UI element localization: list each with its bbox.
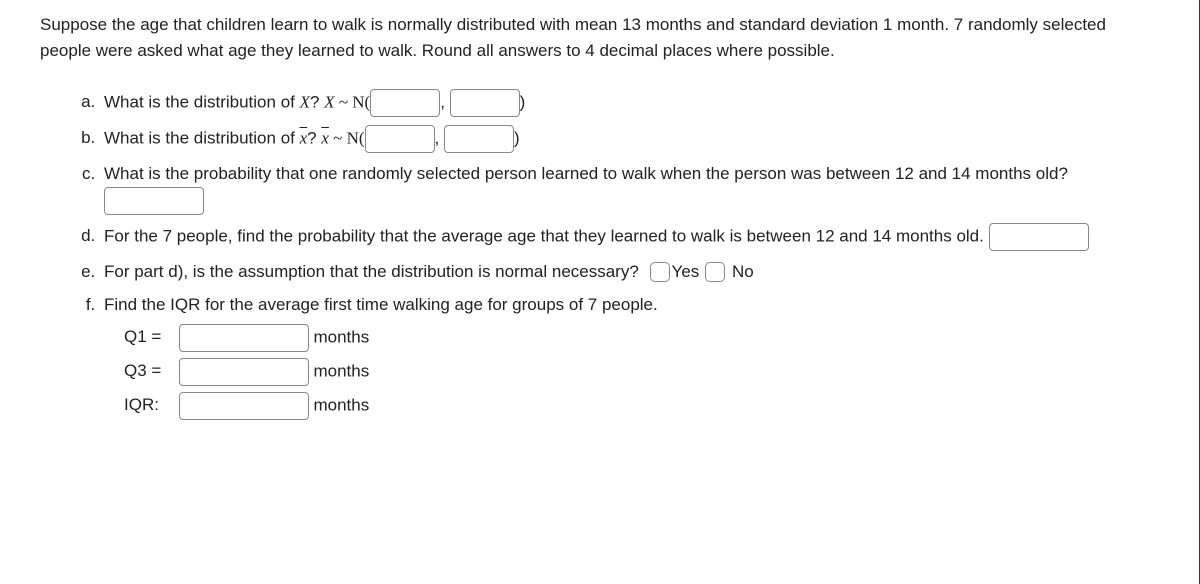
qb-text-pre: What is the distribution of xyxy=(104,128,300,147)
qa-comma: , xyxy=(440,92,445,111)
qa-var-x: X xyxy=(300,92,310,111)
q3-input[interactable] xyxy=(179,358,309,386)
qa-close: ) xyxy=(520,92,526,111)
qe-yes-checkbox[interactable] xyxy=(650,262,670,282)
qb-close: ) xyxy=(514,128,520,147)
qb-var-xbar: x xyxy=(300,128,308,147)
qb-sd-input[interactable] xyxy=(444,125,514,153)
qe-no-checkbox[interactable] xyxy=(705,262,725,282)
qc-text: What is the probability that one randoml… xyxy=(104,164,1068,183)
qc-input[interactable] xyxy=(104,187,204,215)
qa-sd-input[interactable] xyxy=(450,89,520,117)
qb-dist: ~ N( xyxy=(329,128,365,147)
qe-text: For part d), is the assumption that the … xyxy=(104,262,639,281)
question-c: What is the probability that one randoml… xyxy=(100,161,1159,215)
q3-unit: months xyxy=(313,361,369,380)
question-f: Find the IQR for the average first time … xyxy=(100,292,1159,420)
qf-text: Find the IQR for the average first time … xyxy=(104,295,658,314)
question-e: For part d), is the assumption that the … xyxy=(100,259,1159,285)
question-d: For the 7 people, find the probability t… xyxy=(100,223,1159,251)
iqr-input[interactable] xyxy=(179,392,309,420)
problem-intro: Suppose the age that children learn to w… xyxy=(40,12,1159,63)
qe-yes-label: Yes xyxy=(672,262,700,281)
q1-input[interactable] xyxy=(179,324,309,352)
qa-text-mid: ? xyxy=(310,92,324,111)
q3-label: Q3 = xyxy=(124,358,174,384)
qb-comma: , xyxy=(435,128,440,147)
question-list: What is the distribution of X? X ~ N(, )… xyxy=(40,89,1159,420)
qb-var-xbar2: x xyxy=(321,128,329,147)
qa-dist: ~ N( xyxy=(335,92,371,111)
iqr-label: IQR: xyxy=(124,392,174,418)
q1-label: Q1 = xyxy=(124,324,174,350)
iqr-unit: months xyxy=(313,395,369,414)
qd-input[interactable] xyxy=(989,223,1089,251)
qa-mean-input[interactable] xyxy=(370,89,440,117)
question-b: What is the distribution of x? x ~ N(, ) xyxy=(100,125,1159,153)
qe-no-label: No xyxy=(732,262,754,281)
q1-unit: months xyxy=(313,327,369,346)
qb-mean-input[interactable] xyxy=(365,125,435,153)
qb-text-mid: ? xyxy=(307,128,321,147)
question-a: What is the distribution of X? X ~ N(, ) xyxy=(100,89,1159,117)
qa-var-x2: X xyxy=(324,92,334,111)
qd-text: For the 7 people, find the probability t… xyxy=(104,226,984,245)
qa-text-pre: What is the distribution of xyxy=(104,92,300,111)
